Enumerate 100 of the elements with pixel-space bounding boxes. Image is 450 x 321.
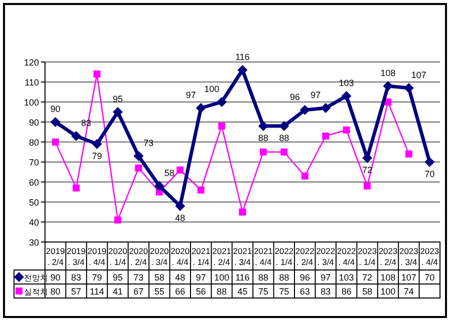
x-tick-label: 2019. 3/4	[66, 246, 86, 267]
point	[216, 97, 227, 107]
point	[135, 164, 142, 172]
point	[280, 148, 288, 156]
point	[341, 91, 352, 101]
data-label: 108	[380, 272, 396, 282]
annotation: 79	[92, 151, 102, 161]
x-tick-label: 2022. 2/4	[295, 246, 315, 267]
x-tick-label: 2021. 4/4	[254, 246, 274, 267]
data-label: 100	[214, 272, 230, 282]
point	[218, 122, 226, 130]
point	[364, 182, 371, 190]
annotation: 96	[290, 92, 300, 102]
point	[238, 65, 248, 75]
point	[52, 138, 59, 146]
point	[320, 103, 331, 113]
x-tick-label: 2019. 4/4	[88, 246, 107, 267]
annotation: 103	[338, 78, 354, 88]
data-label: 97	[196, 272, 206, 282]
point	[197, 186, 204, 194]
data-label: 116	[235, 272, 250, 282]
point	[175, 201, 186, 211]
x-tick-label: 2023. 1/4	[358, 246, 377, 267]
y-tick-label: 110	[24, 78, 39, 88]
data-label: 75	[279, 286, 290, 296]
annotation: 48	[175, 213, 186, 223]
data-label: 88	[216, 286, 227, 296]
point	[301, 172, 308, 180]
data-label: 58	[362, 286, 372, 296]
point	[92, 139, 102, 149]
x-tick-label: 2021. 3/4	[233, 246, 252, 267]
data-label: 74	[404, 286, 414, 296]
y-tick-label: 40	[28, 218, 39, 228]
point	[279, 121, 290, 131]
data-label: 103	[338, 272, 354, 282]
x-tick-label: 2023. 2/4	[378, 246, 398, 267]
data-label: 88	[279, 272, 290, 282]
annotation: 107	[411, 70, 426, 80]
point	[72, 184, 80, 192]
annotation: 90	[50, 104, 60, 114]
point	[196, 103, 206, 113]
y-tick-label: 120	[24, 58, 39, 68]
y-tick-label: 100	[24, 98, 39, 108]
data-label: 58	[154, 272, 164, 282]
data-label: 45	[237, 286, 248, 296]
x-tick-label: 2023. 3/4	[399, 246, 419, 267]
data-label: 97	[320, 272, 331, 282]
annotation: 108	[380, 68, 396, 78]
point	[404, 83, 414, 93]
point	[176, 166, 184, 174]
point	[300, 105, 310, 115]
data-label: 95	[112, 272, 123, 282]
point	[50, 117, 60, 127]
annotation: 73	[144, 138, 154, 148]
annotation: 97	[310, 90, 321, 100]
data-label: 55	[154, 286, 164, 296]
y-tick-label: 80	[28, 138, 39, 148]
point	[239, 208, 246, 216]
x-tick-label: 2020. 4/4	[170, 246, 190, 267]
annotation: 58	[164, 168, 174, 178]
data-label: 63	[300, 286, 310, 296]
point	[383, 81, 394, 91]
x-tick-label: 2022. 3/4	[316, 246, 336, 267]
data-label: 100	[380, 286, 396, 296]
point	[258, 121, 268, 131]
data-label: 57	[71, 286, 82, 296]
y-tick-label: 70	[28, 158, 39, 168]
x-tick-label: 2023. 4/4	[420, 246, 440, 267]
annotation: 88	[279, 133, 290, 143]
x-tick-label: 2021. 1/4	[191, 246, 211, 267]
data-label: 48	[175, 272, 186, 282]
data-label: 96	[300, 272, 310, 282]
data-label: 83	[71, 272, 82, 282]
annotation: 95	[112, 94, 123, 104]
data-label: 72	[362, 272, 372, 282]
point	[112, 107, 123, 117]
annotation: 97	[186, 90, 196, 100]
annotation: 88	[258, 133, 268, 143]
point	[342, 126, 350, 134]
x-tick-label: 2020. 1/4	[108, 246, 128, 267]
data-label: 41	[112, 286, 123, 296]
y-tick-label: 90	[28, 118, 39, 128]
data-label: 56	[196, 286, 206, 296]
x-tick-label: 2019. 2/4	[46, 246, 66, 267]
point	[93, 70, 100, 78]
x-tick-label: 2021. 2/4	[212, 246, 232, 267]
data-label: 80	[50, 286, 60, 296]
point	[260, 148, 267, 156]
data-label: 90	[50, 272, 60, 282]
data-label: 67	[134, 286, 144, 296]
point	[405, 150, 412, 158]
x-tick-label: 2022. 4/4	[336, 246, 356, 267]
x-tick-label: 2020. 2/4	[129, 246, 148, 267]
data-label: 83	[320, 286, 331, 296]
data-label: 79	[92, 272, 102, 282]
data-label: 114	[90, 286, 104, 296]
data-label: 73	[134, 272, 144, 282]
data-label: 88	[258, 272, 268, 282]
y-tick-label: 60	[28, 178, 39, 188]
point	[322, 132, 330, 140]
